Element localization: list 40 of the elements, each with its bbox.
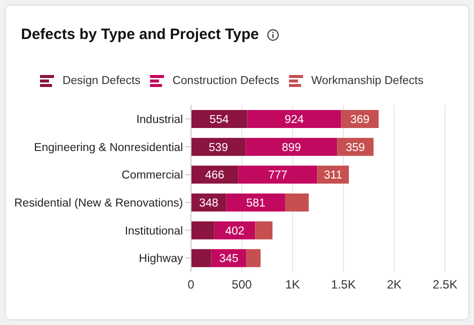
bar [246, 138, 338, 156]
legend-label: Construction Defects [171, 74, 280, 88]
bar [226, 194, 286, 212]
bar [247, 110, 342, 128]
x-tick-label: 2K [386, 278, 402, 292]
data-label: 311 [324, 170, 342, 182]
bar [191, 249, 212, 268]
y-tick-label: Institutional [124, 225, 183, 238]
x-tick-label: 2.5K [432, 278, 458, 292]
x-tick-label: 0 [188, 278, 195, 292]
data-label: 348 [199, 198, 218, 210]
x-tick-label: 1.5K [331, 278, 356, 292]
data-label: 402 [225, 225, 244, 238]
bar [246, 249, 261, 268]
x-tick-label: 500 [232, 278, 252, 292]
y-tick-label: Engineering & Nonresidential [34, 142, 183, 154]
bar [191, 138, 246, 156]
y-tick-label: Highway [138, 253, 184, 266]
x-tick-label: 1K [285, 278, 300, 292]
data-label: 369 [350, 114, 370, 126]
data-label: 359 [346, 142, 365, 154]
bar [191, 110, 248, 128]
bar [191, 221, 214, 240]
data-label: 539 [208, 142, 228, 154]
bar [238, 166, 318, 184]
chart-title: Defects by Type and Project Type [21, 26, 260, 43]
legend-label: Workmanship Defects [310, 74, 424, 88]
legend-label: Design Defects [61, 74, 140, 88]
bar [255, 221, 272, 240]
y-tick-label: Residential (New & Renovations) [14, 197, 184, 210]
data-label: 345 [219, 253, 238, 266]
bar [285, 194, 309, 212]
data-label: 466 [205, 170, 224, 182]
data-label: 777 [268, 170, 288, 182]
y-tick-label: Industrial [136, 114, 183, 126]
y-tick-label: Commercial [122, 170, 183, 182]
data-label: 924 [284, 114, 304, 126]
data-label: 554 [210, 114, 230, 126]
data-label: 581 [246, 198, 266, 210]
data-label: 899 [282, 142, 302, 154]
